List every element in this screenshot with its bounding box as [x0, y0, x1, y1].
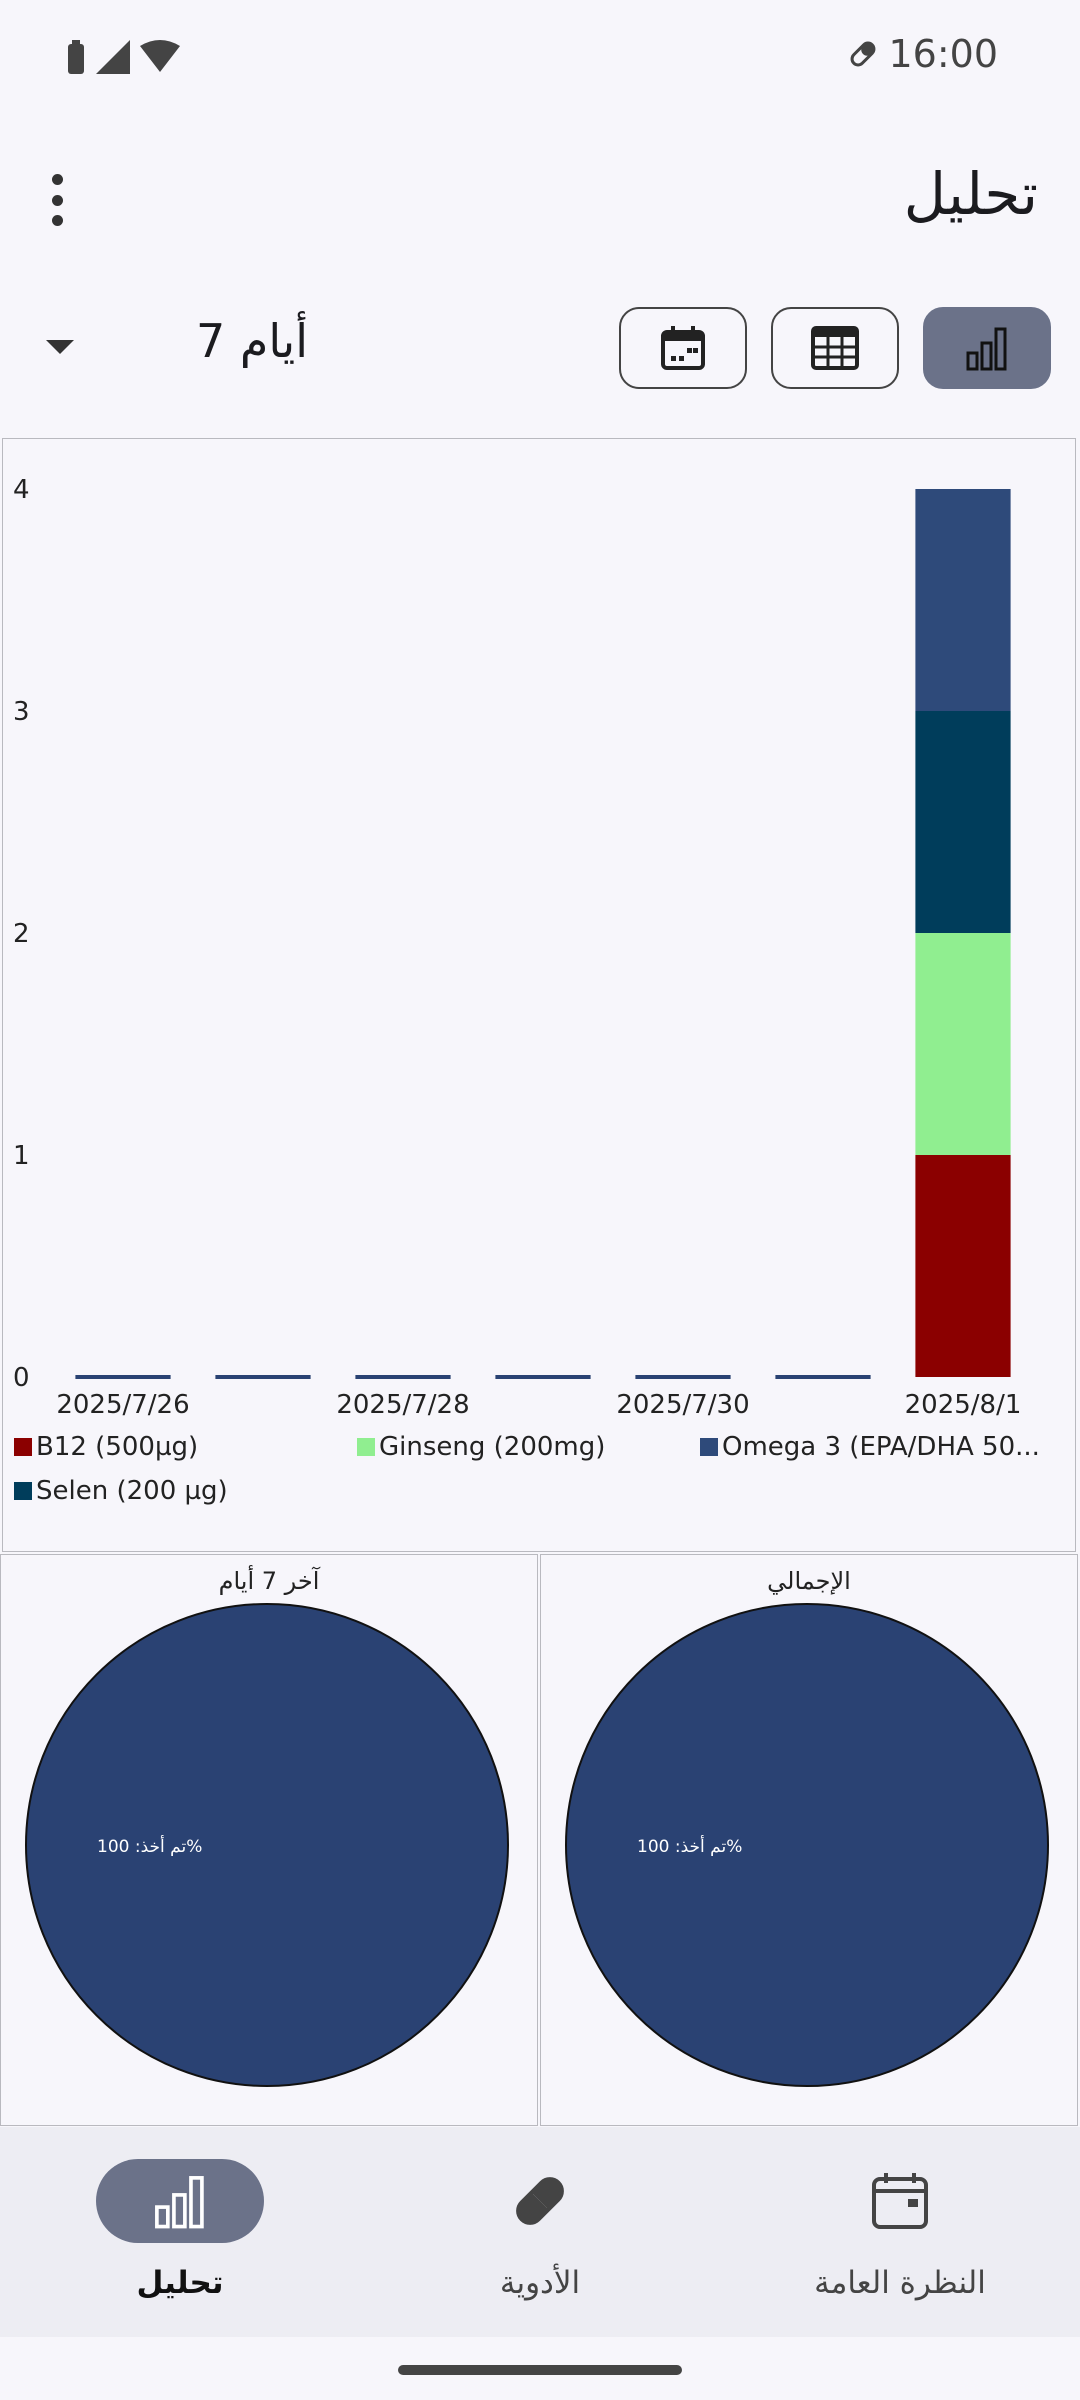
legend-item-b12: B12 (500µg)	[14, 1432, 198, 1462]
pie-chart-total	[565, 1603, 1049, 2087]
stacked-bar-chart: 0 1 2 3 4 2025/7/26 2025/7/28 2025/7/30 2025/8/1	[13, 475, 1022, 1420]
y-tick-label: 1	[13, 1141, 30, 1171]
table-view-button[interactable]	[771, 307, 899, 389]
pill-notification-icon	[851, 41, 876, 67]
nav-item-medications[interactable]: الأدوية	[360, 2127, 720, 2337]
pie-panel-total: الإجمالي تم أخذ: 100%	[540, 1554, 1078, 2126]
clock-time: 16:00	[888, 32, 998, 76]
range-selector[interactable]: 7 أيام	[196, 314, 308, 368]
nav-label: تحليل	[136, 2265, 224, 2301]
stacked-bar-chart-panel: 0 1 2 3 4 2025/7/26 2025/7/28 2025/7/30 2025/8/1	[2, 438, 1076, 1552]
y-tick-label: 0	[13, 1363, 30, 1393]
y-tick-label: 3	[13, 697, 30, 727]
legend-label: Omega 3 (EPA/DHA 50...	[722, 1432, 1040, 1462]
pill-icon	[516, 2177, 564, 2225]
legend-swatch	[14, 1438, 32, 1456]
y-tick-label: 4	[13, 475, 30, 505]
status-icons	[66, 40, 180, 74]
dropdown-arrow-icon[interactable]	[46, 340, 74, 354]
calendar-icon	[661, 326, 705, 370]
bar-segment	[915, 933, 1011, 1155]
bar-zero-2025/7/31	[775, 1375, 871, 1379]
nav-item-analysis[interactable]: تحليل	[0, 2127, 360, 2337]
x-tick-label: 2025/7/30	[616, 1390, 749, 1420]
bar-zero-2025/7/28	[355, 1375, 451, 1379]
wifi-icon	[140, 40, 180, 72]
legend-swatch	[14, 1482, 32, 1500]
pie-title: آخر 7 أيام	[218, 1567, 320, 1595]
x-tick-label: 2025/8/1	[905, 1390, 1022, 1420]
battery-icon	[68, 40, 84, 74]
pie-title: الإجمالي	[767, 1567, 851, 1595]
pie-slice-label: تم أخذ: 100%	[637, 1837, 743, 1857]
bar-segment	[915, 489, 1011, 711]
bar-segment	[915, 1155, 1011, 1377]
nav-label: النظرة العامة	[814, 2265, 986, 2301]
table-icon	[811, 326, 859, 370]
home-indicator[interactable]	[398, 2365, 682, 2375]
legend-swatch	[700, 1438, 718, 1456]
pie-slice-label: تم أخذ: 100%	[97, 1837, 203, 1857]
legend-label: Ginseng (200mg)	[379, 1432, 606, 1462]
nav-pill	[456, 2159, 624, 2243]
x-tick-label: 2025/7/28	[336, 1390, 469, 1420]
bottom-navigation: تحليل الأدوية النظرة العامة	[0, 2127, 1080, 2337]
legend-item-ginseng: Ginseng (200mg)	[357, 1432, 605, 1462]
page-title: تحليل	[903, 160, 1038, 228]
calendar-overview-icon	[872, 2173, 928, 2229]
nav-item-overview[interactable]: النظرة العامة	[720, 2127, 1080, 2337]
chart-view-button[interactable]	[923, 307, 1051, 389]
cell-signal-icon	[96, 40, 130, 74]
bar-zero-2025/7/26	[75, 1375, 171, 1379]
bar-segment	[915, 711, 1011, 933]
bar-zero-2025/7/27	[215, 1375, 311, 1379]
more-options-icon[interactable]	[42, 174, 72, 226]
pie-chart-last-7-days	[25, 1603, 509, 2087]
bar-zero-2025/7/30	[635, 1375, 731, 1379]
x-tick-label: 2025/7/26	[56, 1390, 189, 1420]
bar-chart-icon	[966, 327, 1007, 371]
nav-label: الأدوية	[499, 2265, 581, 2301]
nav-pill	[816, 2159, 984, 2243]
legend-label: B12 (500µg)	[36, 1432, 199, 1462]
calendar-view-button[interactable]	[619, 307, 747, 389]
bar-chart-icon	[155, 2176, 204, 2229]
legend-label: Selen (200 µg)	[36, 1476, 228, 1506]
nav-pill-active	[96, 2159, 264, 2243]
bar-zero-2025/7/29	[495, 1375, 591, 1379]
legend-item-selen: Selen (200 µg)	[14, 1476, 228, 1506]
status-right: 16:00	[848, 32, 998, 76]
pie-panel-last-7-days: آخر 7 أيام تم أخذ: 100%	[0, 1554, 538, 2126]
y-tick-label: 2	[13, 919, 30, 949]
legend-swatch	[357, 1438, 375, 1456]
legend-item-omega3: Omega 3 (EPA/DHA 50...	[700, 1432, 1040, 1462]
